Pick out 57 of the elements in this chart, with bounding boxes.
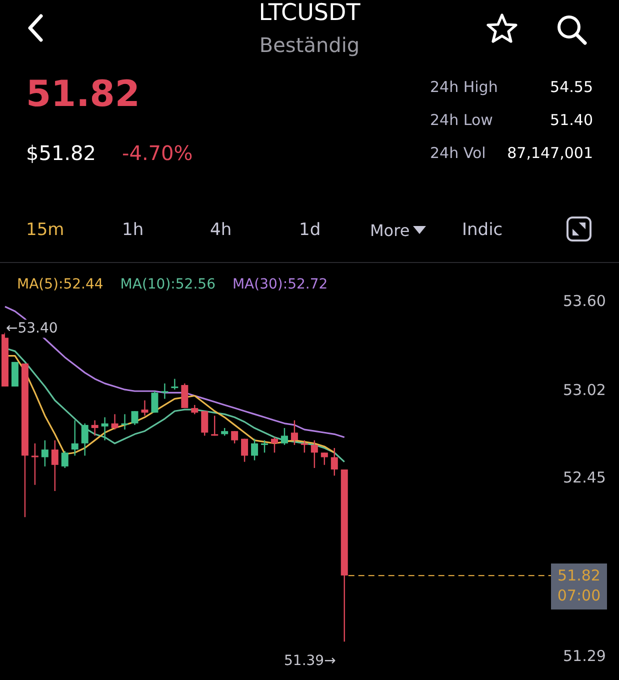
candlestick	[151, 390, 158, 414]
candlestick	[211, 415, 218, 436]
text: 24h Vol	[430, 144, 486, 162]
candlestick	[330, 447, 338, 476]
candlestick	[41, 440, 48, 468]
annotation: 51.39→	[284, 653, 336, 669]
candlestick	[71, 420, 78, 456]
candlestick	[310, 440, 318, 469]
candlestick	[161, 382, 168, 400]
candlestick	[101, 416, 108, 441]
text: 51.82	[26, 74, 140, 115]
y-tick-label: 53.02	[563, 381, 606, 400]
candlestick	[181, 382, 188, 409]
text: 51.40	[550, 111, 593, 129]
text: 24h High	[430, 78, 498, 96]
candlestick	[191, 404, 198, 415]
candlestick	[111, 414, 118, 430]
candlestick	[31, 442, 38, 486]
candlestick	[171, 378, 178, 390]
text: MA(30):52.72	[232, 276, 328, 293]
chart-subtitle: Beständig	[258, 33, 361, 57]
text: 1h	[122, 220, 144, 240]
candlestick	[51, 440, 58, 492]
text: MA(10):52.56	[120, 276, 216, 293]
candlestick	[280, 427, 288, 446]
text: 24h Low	[430, 111, 493, 129]
text: 15m	[26, 220, 64, 240]
candlestick	[141, 400, 148, 416]
candlestick	[231, 430, 238, 444]
candlestick	[201, 410, 208, 436]
text: 87,147,001	[507, 144, 593, 162]
candlestick	[320, 452, 328, 466]
ref-line-label: 51.82 07:00	[557, 566, 601, 604]
candlestick	[271, 436, 278, 454]
candlestick	[290, 420, 298, 446]
y-tick-label: 52.45	[563, 468, 606, 487]
text: More	[370, 221, 410, 240]
annotation: ←53.40	[6, 320, 58, 336]
y-tick-label: 53.60	[563, 292, 606, 310]
text: -4.70%	[122, 141, 193, 165]
text: $51.82	[26, 141, 96, 165]
text: MA(5):52.44	[17, 276, 104, 293]
candlestick	[121, 414, 128, 430]
candlestick	[131, 410, 138, 426]
candlestick	[61, 450, 68, 469]
chart-title: LTCUSDT	[258, 0, 362, 26]
candlestick	[261, 440, 268, 454]
candlestick	[251, 438, 258, 461]
candlestick	[91, 420, 98, 436]
y-tick-label: 51.29	[563, 646, 606, 665]
candlestick	[81, 422, 88, 456]
text: 54.55	[550, 78, 593, 96]
text: 4h	[210, 220, 232, 240]
text: Indic	[462, 220, 503, 240]
candlestick	[300, 440, 308, 454]
text: 1d	[299, 220, 321, 240]
candlestick	[241, 438, 248, 462]
